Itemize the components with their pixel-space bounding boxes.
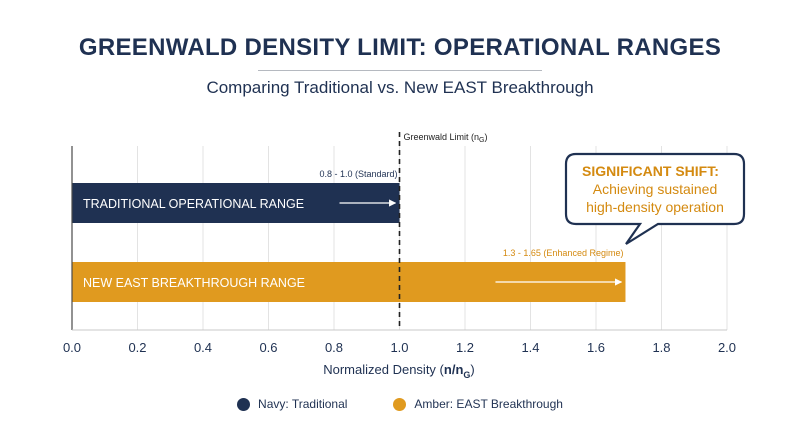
callout-bubble <box>564 152 746 245</box>
legend-swatch-amber <box>393 397 407 411</box>
title-divider <box>258 70 542 71</box>
x-tick-label: 0.0 <box>63 340 81 355</box>
x-axis-label: Normalized Density (n/nG) <box>323 362 475 380</box>
range-label-traditional: 0.8 - 1.0 (Standard) <box>319 169 397 179</box>
callout-line-1: Achieving sustained <box>593 181 718 197</box>
legend-item-east: Amber: EAST Breakthrough <box>393 397 563 411</box>
legend-label-east: Amber: EAST Breakthrough <box>414 397 563 411</box>
greenwald-limit-label-main: Greenwald Limit (n <box>404 132 480 142</box>
callout-line-2: high-density operation <box>586 199 724 215</box>
greenwald-limit-label: Greenwald Limit (nG) <box>404 132 488 144</box>
chart-subtitle: Comparing Traditional vs. New EAST Break… <box>206 78 594 97</box>
x-axis-label-main: Normalized Density ( <box>323 362 444 377</box>
bar-label-traditional: TRADITIONAL OPERATIONAL RANGE <box>83 197 304 211</box>
x-tick-label: 1.2 <box>456 340 474 355</box>
legend-item-traditional: Navy: Traditional <box>237 397 347 411</box>
bar-label-east: NEW EAST BREAKTHROUGH RANGE <box>83 276 305 290</box>
x-axis-label-sub: G <box>463 370 470 380</box>
x-tick-label: 0.8 <box>325 340 343 355</box>
x-axis-label-math: n/n <box>444 362 464 377</box>
x-tick-label: 1.0 <box>390 340 408 355</box>
greenwald-limit-label-sub: G <box>479 137 484 144</box>
legend-label-traditional: Navy: Traditional <box>258 397 348 411</box>
range-label-east: 1.3 - 1.65 (Enhanced Regime) <box>503 248 624 258</box>
x-tick-label: 1.4 <box>521 340 539 355</box>
x-tick-label: 0.4 <box>194 340 212 355</box>
x-tick-label: 0.2 <box>128 340 146 355</box>
greenwald-limit-label-close: ) <box>484 132 487 142</box>
chart-legend: Navy: Traditional Amber: EAST Breakthrou… <box>0 397 800 411</box>
x-tick-label: 1.8 <box>652 340 670 355</box>
x-tick-label: 1.6 <box>587 340 605 355</box>
chart-title: GREENWALD DENSITY LIMIT: OPERATIONAL RAN… <box>78 34 722 61</box>
x-tick-label: 0.6 <box>259 340 277 355</box>
legend-swatch-navy <box>237 397 251 411</box>
x-axis-label-close: ) <box>470 362 474 377</box>
callout-heading: SIGNIFICANT SHIFT: <box>582 163 719 179</box>
x-tick-label: 2.0 <box>718 340 736 355</box>
